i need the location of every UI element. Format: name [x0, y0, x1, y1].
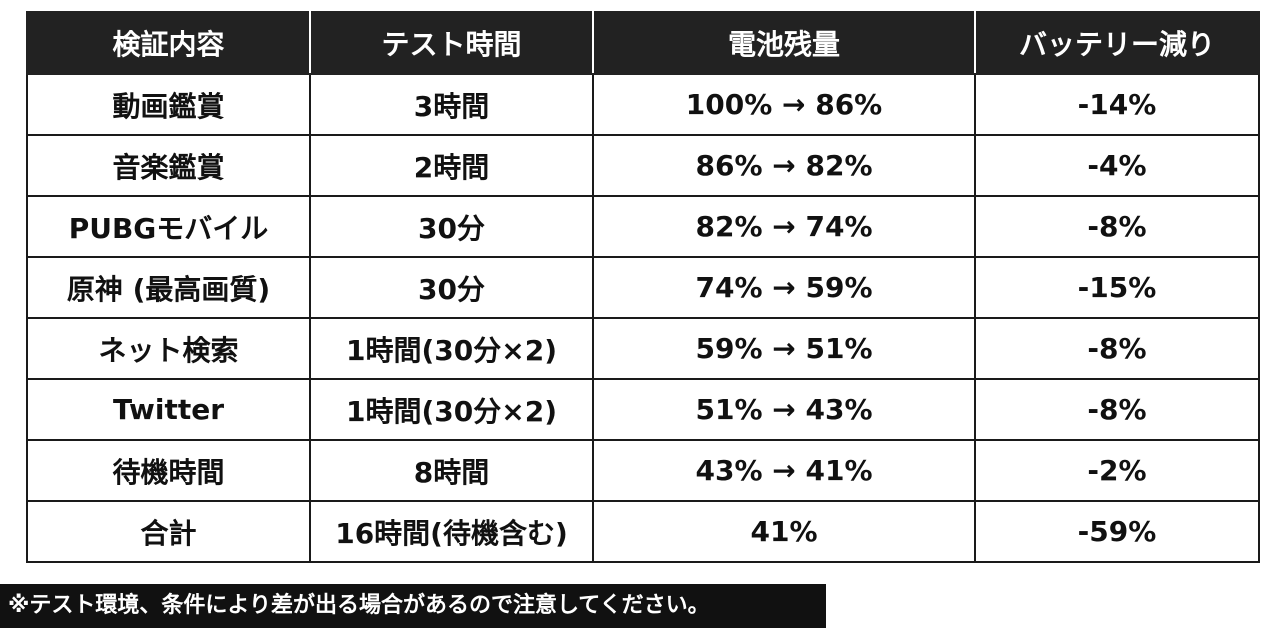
table-row: 待機時間 8時間 43% → 41% -2%	[26, 439, 1260, 502]
table-row: Twitter 1時間(30分×2) 51% → 43% -8%	[26, 378, 1260, 441]
cell-battery-drain: -8%	[974, 195, 1260, 258]
cell-test-content: 動画鑑賞	[26, 73, 311, 136]
cell-test-time: 16時間(待機含む)	[309, 500, 594, 563]
cell-test-time: 8時間	[309, 439, 594, 502]
header-battery-drain: バッテリー減り	[974, 11, 1260, 75]
cell-battery-drain: -8%	[974, 378, 1260, 441]
table-header-row: 検証内容 テスト時間 電池残量 バッテリー減り	[26, 11, 1260, 75]
table-row: 音楽鑑賞 2時間 86% → 82% -4%	[26, 134, 1260, 197]
cell-battery-drain: -2%	[974, 439, 1260, 502]
table-row-total: 合計 16時間(待機含む) 41% -59%	[26, 500, 1260, 563]
cell-test-time: 2時間	[309, 134, 594, 197]
cell-battery-remaining: 82% → 74%	[592, 195, 976, 258]
header-test-time: テスト時間	[309, 11, 594, 75]
header-battery-remaining: 電池残量	[592, 11, 976, 75]
cell-test-content: 合計	[26, 500, 311, 563]
cell-test-time: 30分	[309, 195, 594, 258]
battery-test-table: 検証内容 テスト時間 電池残量 バッテリー減り 動画鑑賞 3時間 100% → …	[26, 11, 1260, 563]
cell-test-content: 音楽鑑賞	[26, 134, 311, 197]
cell-test-content: PUBGモバイル	[26, 195, 311, 258]
cell-battery-drain: -14%	[974, 73, 1260, 136]
cell-battery-remaining: 41%	[592, 500, 976, 563]
cell-battery-remaining: 100% → 86%	[592, 73, 976, 136]
cell-battery-remaining: 86% → 82%	[592, 134, 976, 197]
battery-test-table-container: 検証内容 テスト時間 電池残量 バッテリー減り 動画鑑賞 3時間 100% → …	[26, 11, 1260, 563]
table-row: ネット検索 1時間(30分×2) 59% → 51% -8%	[26, 317, 1260, 380]
cell-battery-drain: -15%	[974, 256, 1260, 319]
cell-test-time: 1時間(30分×2)	[309, 317, 594, 380]
cell-battery-remaining: 74% → 59%	[592, 256, 976, 319]
cell-battery-drain: -59%	[974, 500, 1260, 563]
cell-test-content: 待機時間	[26, 439, 311, 502]
cell-battery-drain: -4%	[974, 134, 1260, 197]
cell-battery-drain: -8%	[974, 317, 1260, 380]
header-test-content: 検証内容	[26, 11, 311, 75]
table-row: 原神 (最高画質) 30分 74% → 59% -15%	[26, 256, 1260, 319]
cell-battery-remaining: 43% → 41%	[592, 439, 976, 502]
cell-test-content: ネット検索	[26, 317, 311, 380]
footnote-caution: ※テスト環境、条件により差が出る場合があるので注意してください。	[0, 584, 826, 628]
table-row: PUBGモバイル 30分 82% → 74% -8%	[26, 195, 1260, 258]
cell-test-time: 3時間	[309, 73, 594, 136]
cell-test-content: Twitter	[26, 378, 311, 441]
cell-battery-remaining: 51% → 43%	[592, 378, 976, 441]
table-row: 動画鑑賞 3時間 100% → 86% -14%	[26, 73, 1260, 136]
cell-test-time: 30分	[309, 256, 594, 319]
cell-battery-remaining: 59% → 51%	[592, 317, 976, 380]
cell-test-content: 原神 (最高画質)	[26, 256, 311, 319]
cell-test-time: 1時間(30分×2)	[309, 378, 594, 441]
